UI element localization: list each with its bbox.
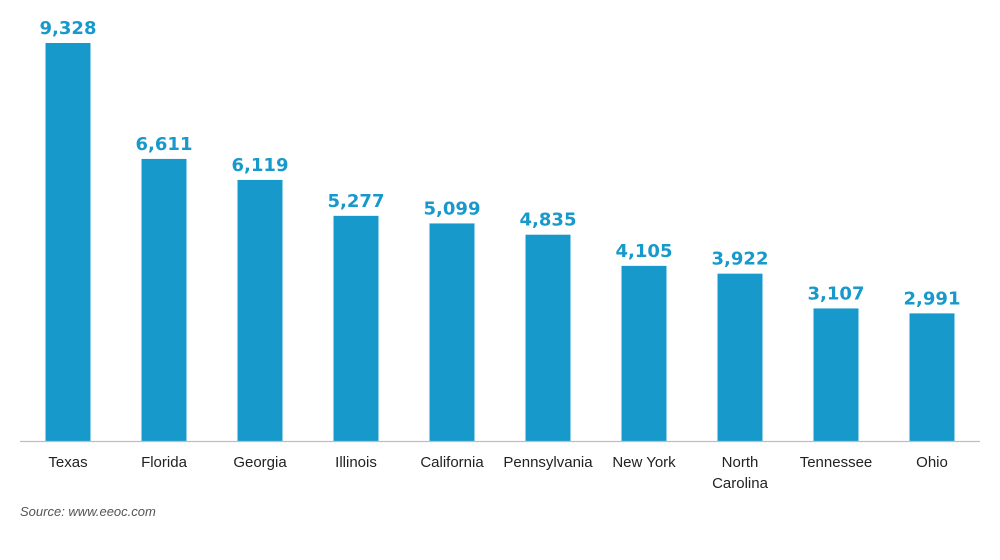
category-label: Florida xyxy=(141,454,188,471)
value-label: 6,611 xyxy=(136,134,193,155)
value-label: 5,099 xyxy=(424,198,481,219)
category-label: Ohio xyxy=(916,454,948,471)
category-labels-group: Texas Florida Georgia Illinois California Pen… xyxy=(48,454,947,492)
bar-ohio xyxy=(909,313,955,441)
value-label: 6,119 xyxy=(232,155,289,176)
bar-texas xyxy=(45,43,91,441)
category-label: North Carolina xyxy=(712,454,769,492)
value-label: 2,991 xyxy=(904,288,961,309)
value-labels-group: 9,328 6,611 6,119 5,277 5,099 4,835 4,105 3,922… xyxy=(40,18,961,309)
value-label: 4,835 xyxy=(520,210,577,231)
category-label: California xyxy=(420,454,484,471)
value-label: 3,107 xyxy=(808,283,865,304)
bar-illinois xyxy=(333,215,379,441)
category-label: Georgia xyxy=(233,454,287,471)
value-label: 3,922 xyxy=(712,249,769,270)
category-label: New York xyxy=(612,454,676,471)
bars-group xyxy=(45,43,955,441)
bar-new-york xyxy=(621,265,667,441)
value-label: 5,277 xyxy=(328,191,385,212)
category-label: Illinois xyxy=(335,454,377,471)
bar-california xyxy=(429,223,475,441)
category-label: Texas xyxy=(48,454,87,471)
category-label: Tennessee xyxy=(800,454,873,471)
bar-florida xyxy=(141,158,187,441)
bar-georgia xyxy=(237,179,283,441)
bar-tennessee xyxy=(813,308,859,441)
source-note: Source: www.eeoc.com xyxy=(20,504,156,519)
value-label: 9,328 xyxy=(40,18,97,39)
bar-pennsylvania xyxy=(525,234,571,441)
bar-north-carolina xyxy=(717,273,763,441)
value-label: 4,105 xyxy=(616,241,673,262)
bar-chart: 9,328 6,611 6,119 5,277 5,099 4,835 4,105 3,922… xyxy=(20,18,980,492)
category-label: Pennsylvania xyxy=(503,454,593,471)
